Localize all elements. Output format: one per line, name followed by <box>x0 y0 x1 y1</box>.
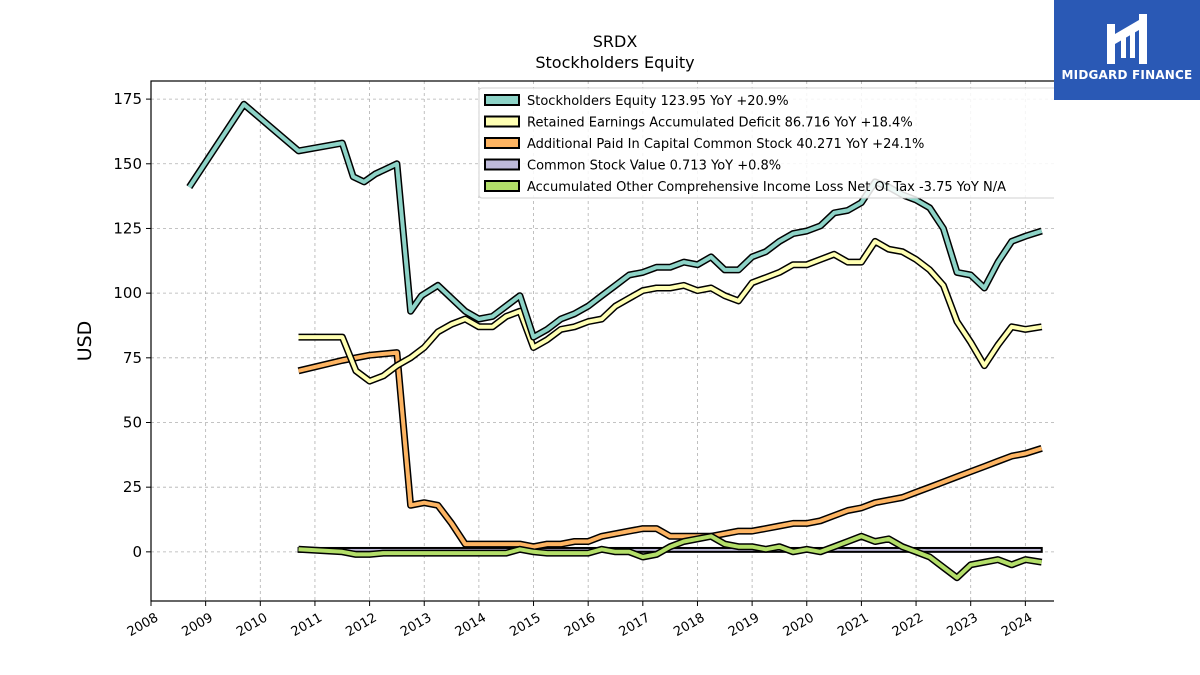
y-tick-label: 125 <box>113 219 142 237</box>
x-tick-label: 2018 <box>671 610 707 640</box>
x-tick-label: 2008 <box>125 610 161 640</box>
y-tick-label: 100 <box>113 284 142 302</box>
x-tick-label: 2014 <box>453 610 489 640</box>
x-tick-label: 2024 <box>999 610 1035 640</box>
legend-entry: Stockholders Equity 123.95 YoY +20.9% <box>527 94 789 109</box>
y-tick-label: 75 <box>123 349 142 367</box>
y-tick-label: 25 <box>123 478 142 496</box>
legend-box <box>478 87 1054 199</box>
x-tick-label: 2017 <box>617 610 653 640</box>
x-tick-label: 2020 <box>781 610 817 640</box>
legend-swatch <box>484 137 520 149</box>
x-tick-label: 2013 <box>398 610 434 640</box>
legend-swatch <box>484 158 520 171</box>
legend-swatch <box>484 94 520 106</box>
series-line <box>298 534 1043 580</box>
x-tick-label: 2021 <box>835 610 871 640</box>
y-ticks: 0 25 50 75 100 125 150 175 <box>113 90 151 561</box>
y-tick-label: 175 <box>113 90 142 108</box>
legend-entry: Common Stock Value 0.713 YoY +0.8% <box>527 159 781 174</box>
brand-name: MIDGARD FINANCE <box>1061 68 1193 82</box>
y-tick-label: 0 <box>132 543 142 561</box>
x-tick-label: 2022 <box>890 610 926 640</box>
x-tick-label: 2016 <box>562 610 598 640</box>
series-2 <box>298 237 1043 385</box>
legend-entry: Accumulated Other Comprehensive Income L… <box>527 180 1006 195</box>
y-tick-label: 50 <box>123 413 142 431</box>
series-line <box>187 102 1043 340</box>
series-5 <box>298 532 1043 582</box>
y-axis-label: USD <box>74 321 96 362</box>
x-tick-label: 2012 <box>343 610 379 640</box>
y-tick-label: 150 <box>113 155 142 173</box>
legend: Stockholders Equity 123.95 YoY +20.9% Ret… <box>478 87 1054 199</box>
brand-logo: MIDGARD FINANCE <box>1054 0 1200 100</box>
series-line-outline <box>297 349 1043 551</box>
stockholders-equity-chart: SRDX Stockholders Equity USD 0 25 50 75 100 1… <box>74 32 1054 640</box>
x-tick-label: 2019 <box>726 610 762 640</box>
chart-title: SRDX <box>593 32 638 51</box>
series-1 <box>186 100 1043 341</box>
plot-frame <box>150 80 1054 602</box>
series-line <box>298 239 1043 384</box>
legend-entry: Retained Earnings Accumulated Deficit 86… <box>527 116 913 131</box>
chart-subtitle: Stockholders Equity <box>535 53 694 72</box>
x-tick-label: 2010 <box>234 610 270 640</box>
series-line <box>298 350 1043 549</box>
legend-entry: Additional Paid In Capital Common Stock … <box>527 137 924 152</box>
series-layer <box>186 100 1043 582</box>
x-ticks: 2008 2009 2010 2011 2012 2013 2014 2015 2016 2017… <box>125 601 1054 640</box>
legend-swatch <box>484 115 520 128</box>
logo-mark-icon <box>1107 14 1147 64</box>
x-tick-label: 2009 <box>179 610 215 640</box>
series-3 <box>297 349 1043 551</box>
x-tick-label: 2015 <box>507 610 543 640</box>
x-tick-label: 2023 <box>945 610 981 640</box>
legend-swatch <box>484 180 520 192</box>
x-tick-label: 2011 <box>289 610 325 640</box>
